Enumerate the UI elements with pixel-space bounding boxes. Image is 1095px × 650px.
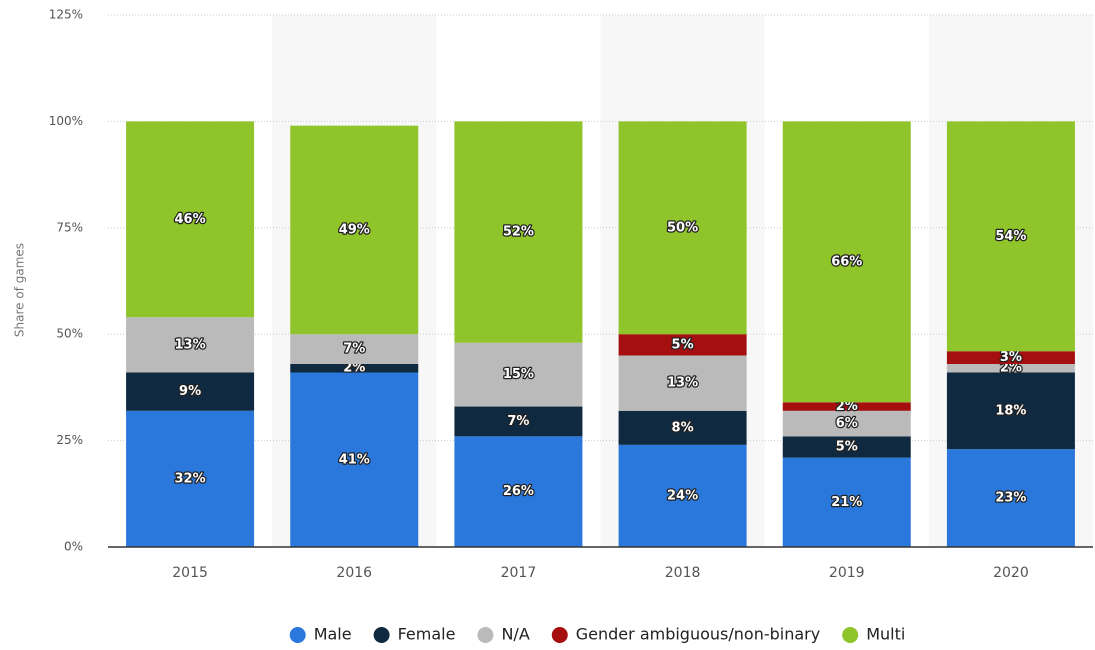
bar-segment <box>126 372 255 411</box>
bar-segment <box>618 355 747 411</box>
value-label: 54% <box>995 229 1026 244</box>
bar-segment <box>782 402 911 411</box>
bar-segment <box>618 334 747 356</box>
legend-label: Male <box>314 625 352 644</box>
bar-segment <box>454 121 583 343</box>
bar-segment <box>454 436 583 547</box>
bar-segment <box>454 406 583 437</box>
value-label: 5% <box>836 439 858 454</box>
value-label: 24% <box>667 488 698 503</box>
value-label: 8% <box>672 420 694 435</box>
x-tick-label: 2018 <box>665 565 701 581</box>
bar-segment <box>782 436 911 458</box>
legend-label: Gender ambiguous/non-binary <box>576 625 820 644</box>
bar-segment <box>618 410 747 445</box>
value-label: 13% <box>175 337 206 352</box>
bar-segment <box>782 410 911 437</box>
value-label: 26% <box>503 484 534 499</box>
value-label: 21% <box>831 495 862 510</box>
y-tick-label: 50% <box>56 327 83 341</box>
value-label: 49% <box>339 222 370 237</box>
x-tick-label: 2020 <box>993 565 1029 581</box>
legend-label: Multi <box>866 625 905 644</box>
value-label: 50% <box>667 220 698 235</box>
y-tick-label: 100% <box>49 114 83 128</box>
x-tick-label: 2019 <box>829 565 865 581</box>
legend-marker <box>842 627 859 643</box>
value-label: 5% <box>672 337 694 352</box>
value-label: 13% <box>667 376 698 391</box>
bar-segment <box>126 317 255 373</box>
value-label: 41% <box>339 452 370 467</box>
legend-label: N/A <box>501 625 529 644</box>
y-axis-label: Share of games <box>13 243 27 337</box>
bar-segment <box>126 410 255 547</box>
y-tick-label: 0% <box>64 540 83 554</box>
bar-segment <box>290 372 419 547</box>
bar-segment <box>782 121 911 403</box>
bar-segment <box>290 334 419 364</box>
bar-segment <box>618 444 747 547</box>
value-label: 23% <box>995 491 1026 506</box>
value-label: 15% <box>503 367 534 382</box>
bar-segment <box>946 449 1075 547</box>
value-label: 7% <box>507 414 529 429</box>
value-label: 7% <box>343 342 365 357</box>
legend-marker <box>289 627 306 643</box>
x-tick-label: 2016 <box>336 565 372 581</box>
value-label: 18% <box>995 403 1026 418</box>
bar-segment <box>126 121 255 318</box>
legend-marker <box>373 627 390 643</box>
x-tick-label: 2015 <box>172 565 208 581</box>
value-label: 52% <box>503 225 534 240</box>
bar-segment <box>290 125 419 335</box>
bar-segment <box>946 121 1075 352</box>
bar-segment <box>946 372 1075 450</box>
legend-marker <box>477 627 494 643</box>
legend-label: Female <box>398 625 456 644</box>
bar-segment <box>290 363 419 373</box>
bar-segment <box>946 363 1075 373</box>
bar-segment <box>782 457 911 547</box>
value-label: 3% <box>1000 350 1022 365</box>
value-label: 6% <box>836 416 858 431</box>
value-label: 46% <box>175 212 206 227</box>
legend: Male Female N/A Gender ambiguous/non-binary… <box>289 625 905 644</box>
value-label: 66% <box>831 254 862 269</box>
x-tick-label: 2017 <box>501 565 537 581</box>
value-label: 9% <box>179 384 201 399</box>
legend-marker <box>551 627 568 643</box>
value-label: 32% <box>175 471 206 486</box>
bar-segment <box>946 351 1075 364</box>
y-tick-label: 75% <box>56 220 83 234</box>
bar-segment <box>618 121 747 335</box>
y-tick-label: 25% <box>56 433 83 447</box>
y-tick-label: 125% <box>49 8 83 22</box>
bar-segment <box>454 342 583 407</box>
